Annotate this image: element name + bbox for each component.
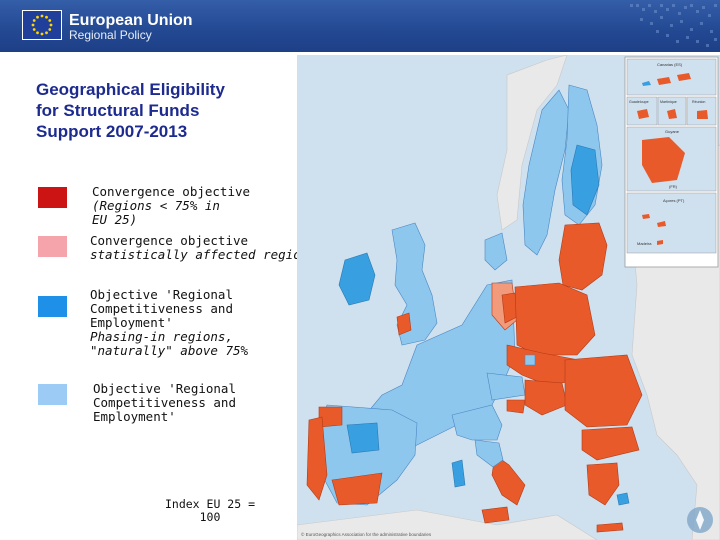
inset-label-guyane: Guyane [665, 129, 680, 134]
legend-item-statistical: Convergence objective statistically affe… [90, 234, 316, 262]
region-uk [391, 222, 438, 346]
org-name: European Union [69, 12, 193, 29]
legend-label: Convergence objective [90, 233, 249, 248]
legend-label: Objective 'Regional Competitiveness and … [93, 381, 236, 424]
legend-label: Convergence objective [92, 184, 251, 199]
legend-item-convergence: Convergence objective (Regions < 75% in … [92, 185, 250, 227]
eu-flag-logo [22, 10, 62, 40]
region-south-italy [491, 454, 526, 506]
inset-label-martinique: Martinique [660, 100, 677, 104]
legend-detail: statistically affected regions [90, 247, 316, 262]
inset-label-guadeloupe: Guadeloupe [629, 100, 649, 104]
legend-item-competitiveness: Objective 'Regional Competitiveness and … [93, 382, 236, 424]
region-aegean-phasing [616, 492, 630, 506]
inset-label-fr: (FR) [669, 184, 678, 189]
region-baltics [558, 222, 608, 291]
region-andalusia [331, 472, 383, 506]
region-denmark [484, 232, 508, 271]
region-romania [564, 354, 643, 428]
region-slovenia [506, 399, 526, 414]
org-subtitle: Regional Policy [69, 28, 152, 42]
inset-label-madeira: Madeira [637, 241, 652, 246]
inset-panel: Canarias (ES) Guadeloupe Martinique Réun… [624, 56, 719, 268]
inset-label-canarias: Canarias (ES) [657, 62, 683, 67]
header-decoration [630, 4, 717, 47]
region-bulgaria [581, 426, 640, 461]
region-sardinia [451, 459, 466, 488]
region-finland-phasing [570, 144, 600, 216]
legend-detail: Phasing-in regions, "naturally" above 75… [90, 329, 249, 358]
index-note: Index EU 25 = 100 [164, 497, 255, 524]
region-crete [596, 522, 624, 533]
eligibility-map: Canarias (ES) Guadeloupe Martinique Réun… [297, 55, 720, 540]
compass-badge [687, 507, 713, 533]
region-north-italy [451, 404, 503, 441]
region-sicily [481, 506, 510, 524]
inset-label-acores: Açores (PT) [663, 198, 685, 203]
region-sweden [522, 89, 570, 256]
slide-title: Geographical Eligibility for Structural … [36, 80, 225, 141]
region-austria [486, 372, 526, 401]
legend-swatch-competitiveness [38, 384, 67, 405]
region-spain-phasing [346, 422, 380, 454]
land-north-africa [297, 509, 598, 540]
region-uk-convergence [396, 312, 412, 336]
legend-swatch-statistical [38, 236, 67, 257]
legend-detail: (Regions < 75% in EU 25) [92, 198, 220, 227]
legend-item-phasing-in: Objective 'Regional Competitiveness and … [90, 288, 248, 358]
region-ireland [338, 252, 376, 306]
region-prague [524, 354, 536, 366]
land-norway [496, 55, 568, 231]
map-copyright: © EuroGeographics Association for the ad… [301, 531, 432, 537]
region-greece [586, 462, 620, 506]
region-poland [514, 282, 596, 356]
legend-label: Objective 'Regional Competitiveness and … [90, 287, 233, 330]
legend-swatch-convergence [38, 187, 67, 208]
region-central-italy [474, 439, 504, 468]
legend-swatch-phasing-in [38, 296, 67, 317]
inset-label-reunion: Réunion [692, 100, 705, 104]
region-portugal [306, 416, 328, 501]
header-banner: European Union Regional Policy [0, 0, 720, 52]
